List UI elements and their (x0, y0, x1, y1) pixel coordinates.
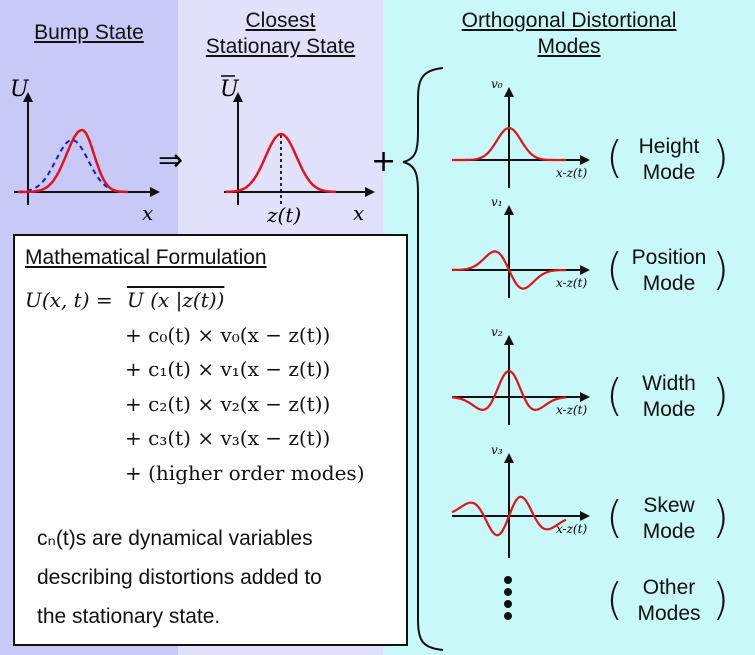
mode-x-label: x-z(t) (556, 166, 587, 180)
more-modes-ellipsis (504, 576, 512, 620)
bump-dashed-curve (17, 138, 129, 193)
equation-lhs: U(x, t) = (25, 288, 113, 312)
equation-line-2: + c₁(t) × v₁(x − z(t)) (125, 357, 331, 381)
modes-header-line1: Orthogonal Distortional (461, 9, 677, 32)
mode-axis-label: v₃ (491, 443, 503, 457)
mode-label-line2: Modes (637, 602, 701, 625)
right-paren: ) (712, 492, 730, 543)
bump-x-label: x (142, 201, 153, 225)
mode-plot-2: v₂ x-z(t) (451, 325, 590, 425)
left-paren: ( (606, 370, 624, 421)
equation-line-5: + (higher order modes) (125, 461, 365, 485)
note-line-3: the stationary state. (37, 605, 221, 628)
equation-line-3: + c₂(t) × v₂(x − z(t)) (125, 392, 331, 416)
equation-line-4: + c₃(t) × v₃(x − z(t)) (125, 426, 331, 450)
right-paren: ) (712, 244, 730, 295)
mode-label-line1: Position (631, 246, 707, 269)
right-paren: ) (712, 370, 730, 421)
mode-x-label: x-z(t) (556, 522, 587, 536)
right-paren: ) (712, 132, 730, 183)
plus-sign: + (371, 144, 396, 179)
closest-state-plot: U x z(t) (220, 75, 375, 227)
equation-rhs-stationary: U (x |z(t)) (127, 288, 224, 312)
mode-curve (451, 369, 567, 412)
mode-label-line1: Skew (643, 494, 695, 517)
bump-y-label: U (10, 77, 30, 102)
mode-x-label: x-z(t) (556, 276, 587, 290)
mode-plot-1: v₁ x-z(t) (451, 195, 590, 298)
mode-label-line2: Mode (642, 272, 696, 295)
peak-label: z(t) (266, 203, 301, 227)
closest-y-label: U (220, 77, 240, 102)
mode-axis-label: v₀ (491, 77, 503, 91)
bump-solid-curve (18, 128, 129, 194)
mode-label-line2: Mode (642, 520, 696, 543)
mode-curve (451, 250, 567, 290)
note-line-2: describing distortions added to (37, 566, 322, 589)
mode-label-line2: Mode (642, 161, 696, 184)
closest-solid-curve (225, 132, 337, 194)
mode-label-line1: Height (638, 135, 700, 158)
left-paren: ( (606, 574, 624, 625)
mode-plot-3: v₃ x-z(t) (451, 443, 590, 558)
mode-plot-0: v₀ x-z(t) (452, 77, 590, 188)
implies-arrow: ⇒ (158, 143, 183, 178)
left-paren: ( (606, 492, 624, 543)
bump-state-plot: U x (10, 77, 160, 225)
stationary-state-symbol: U (x |z(t)) (127, 288, 225, 312)
mode-label-line1: Width (642, 372, 696, 395)
mode-label-line1: Other (642, 576, 696, 599)
mode-axis-label: v₂ (491, 325, 503, 339)
mode-curve (451, 495, 567, 537)
mode-curve (452, 126, 566, 162)
closest-state-header-line2: Stationary State (205, 35, 356, 58)
closest-x-label: x (353, 201, 364, 225)
left-paren: ( (606, 244, 624, 295)
closest-state-header-line1: Closest (245, 9, 316, 32)
math-formulation-title: Mathematical Formulation (25, 246, 267, 269)
mode-label-line2: Mode (642, 398, 696, 421)
equation-line-1: + c₀(t) × v₀(x − z(t)) (125, 323, 331, 347)
bump-state-header: Bump State (34, 21, 144, 44)
modes-panel (383, 0, 755, 655)
note-line-1: cₙ(t)s are dynamical variables (37, 527, 313, 550)
mode-x-label: x-z(t) (556, 403, 587, 417)
math-formulation-box: Mathematical Formulation U(x, t) = U (x … (13, 234, 408, 646)
modes-header-line2: Modes (537, 35, 601, 58)
mode-axis-label: v₁ (491, 195, 503, 209)
right-paren: ) (712, 574, 730, 625)
curly-brace (402, 67, 444, 651)
left-paren: ( (606, 132, 624, 183)
